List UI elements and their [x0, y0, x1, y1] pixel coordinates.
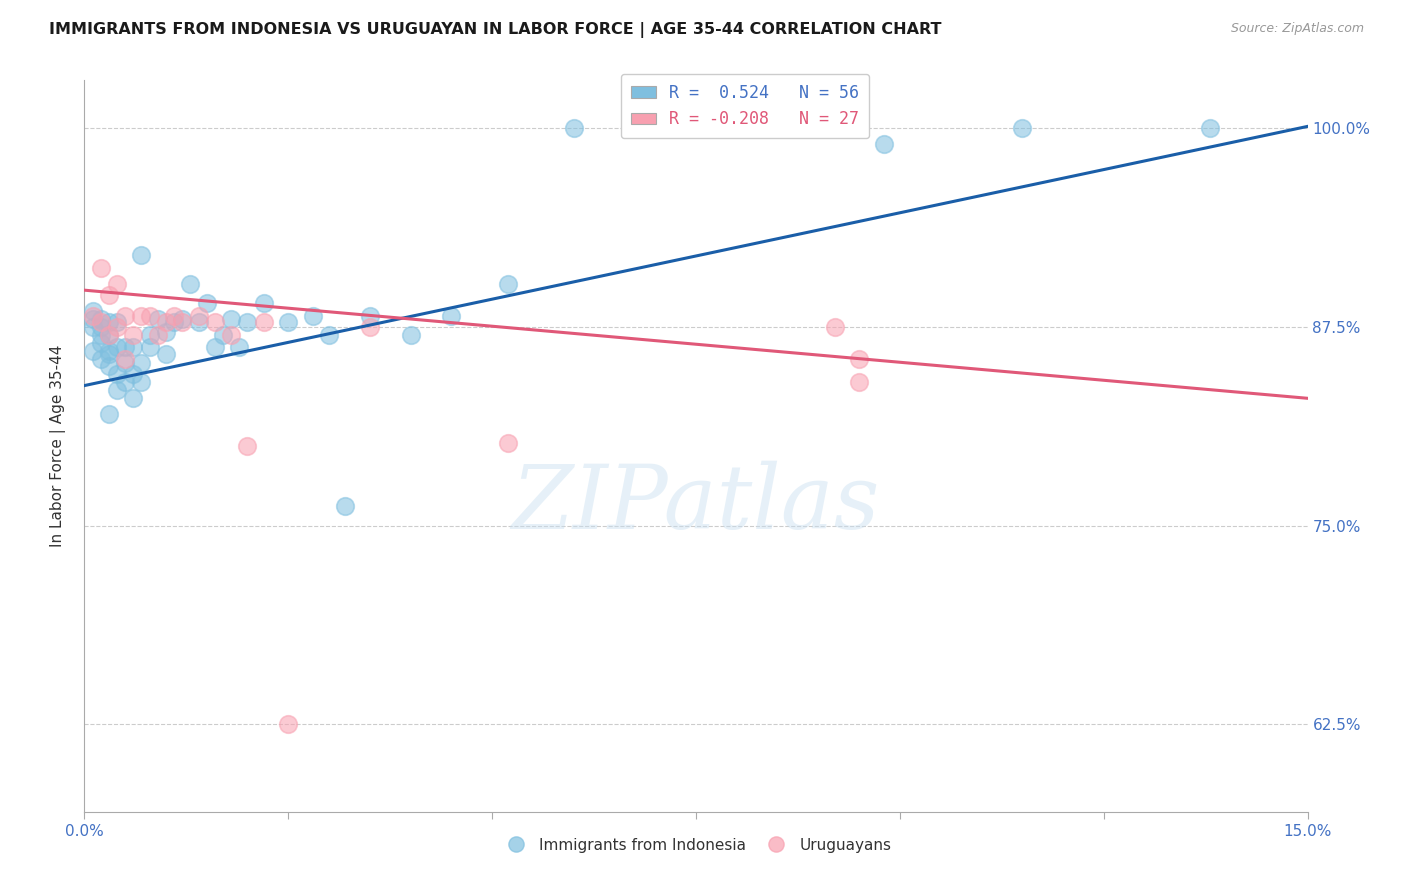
- Point: [122, 392, 145, 406]
- Point: [122, 327, 145, 342]
- Point: [105, 319, 128, 334]
- Point: [138, 327, 160, 342]
- Point: [105, 277, 128, 291]
- Point: [97, 315, 120, 329]
- Point: [114, 356, 136, 370]
- Legend: Immigrants from Indonesia, Uruguayans: Immigrants from Indonesia, Uruguayans: [495, 831, 897, 859]
- Point: [848, 351, 870, 366]
- Point: [187, 315, 209, 329]
- Point: [253, 315, 276, 329]
- Y-axis label: In Labor Force | Age 35-44: In Labor Force | Age 35-44: [49, 345, 66, 547]
- Point: [824, 319, 846, 334]
- Point: [114, 376, 136, 390]
- Point: [204, 340, 226, 354]
- Point: [195, 296, 218, 310]
- Point: [97, 359, 120, 374]
- Point: [90, 319, 112, 334]
- Point: [97, 327, 120, 342]
- Point: [114, 351, 136, 366]
- Point: [105, 384, 128, 398]
- Point: [90, 315, 112, 329]
- Point: [440, 309, 463, 323]
- Point: [82, 311, 104, 326]
- Point: [82, 343, 104, 358]
- Point: [105, 315, 128, 329]
- Point: [105, 340, 128, 354]
- Point: [172, 311, 194, 326]
- Text: Source: ZipAtlas.com: Source: ZipAtlas.com: [1230, 22, 1364, 36]
- Point: [146, 311, 169, 326]
- Point: [114, 340, 136, 354]
- Point: [335, 500, 357, 514]
- Point: [82, 309, 104, 323]
- Point: [277, 315, 299, 329]
- Point: [498, 277, 520, 291]
- Point: [131, 376, 153, 390]
- Point: [212, 327, 235, 342]
- Point: [122, 368, 145, 382]
- Text: IMMIGRANTS FROM INDONESIA VS URUGUAYAN IN LABOR FORCE | AGE 35-44 CORRELATION CH: IMMIGRANTS FROM INDONESIA VS URUGUAYAN I…: [49, 22, 942, 38]
- Point: [90, 327, 112, 342]
- Point: [155, 315, 177, 329]
- Point: [219, 327, 242, 342]
- Point: [105, 368, 128, 382]
- Point: [97, 288, 120, 302]
- Point: [359, 309, 381, 323]
- Point: [359, 319, 381, 334]
- Point: [562, 120, 585, 135]
- Point: [1198, 120, 1220, 135]
- Point: [498, 435, 520, 450]
- Point: [146, 327, 169, 342]
- Point: [90, 335, 112, 350]
- Point: [90, 260, 112, 275]
- Point: [228, 340, 250, 354]
- Point: [82, 303, 104, 318]
- Point: [301, 309, 323, 323]
- Point: [187, 309, 209, 323]
- Point: [155, 325, 177, 339]
- Point: [872, 136, 894, 151]
- Point: [82, 319, 104, 334]
- Point: [172, 315, 194, 329]
- Point: [90, 351, 112, 366]
- Point: [277, 717, 299, 731]
- Point: [253, 296, 276, 310]
- Point: [122, 340, 145, 354]
- Point: [1011, 120, 1033, 135]
- Point: [163, 315, 186, 329]
- Point: [318, 327, 340, 342]
- Point: [97, 327, 120, 342]
- Point: [97, 343, 120, 358]
- Point: [97, 407, 120, 421]
- Point: [114, 309, 136, 323]
- Point: [131, 309, 153, 323]
- Point: [155, 347, 177, 361]
- Point: [90, 311, 112, 326]
- Point: [236, 439, 259, 453]
- Point: [179, 277, 201, 291]
- Point: [131, 248, 153, 262]
- Point: [236, 315, 259, 329]
- Point: [97, 347, 120, 361]
- Point: [219, 311, 242, 326]
- Point: [204, 315, 226, 329]
- Text: ZIPatlas: ZIPatlas: [512, 461, 880, 548]
- Point: [399, 327, 422, 342]
- Point: [131, 356, 153, 370]
- Point: [138, 309, 160, 323]
- Point: [138, 340, 160, 354]
- Point: [163, 309, 186, 323]
- Point: [848, 376, 870, 390]
